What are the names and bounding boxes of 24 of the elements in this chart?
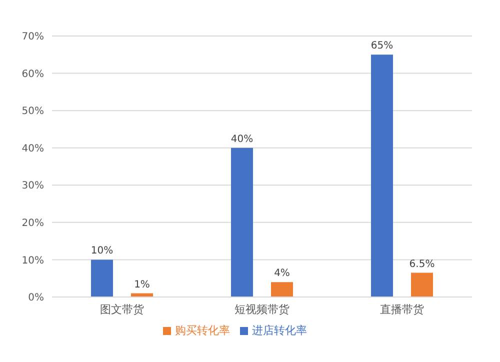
data-label: 40% <box>230 134 254 145</box>
y-tick-label: 70% <box>22 32 44 43</box>
bar <box>371 54 393 297</box>
y-tick-label: 20% <box>22 218 44 229</box>
y-tick-label: 50% <box>22 106 44 118</box>
y-tick-label: 30% <box>22 180 44 192</box>
data-label: 1% <box>134 279 150 290</box>
x-tick-label: 短视频带货 <box>234 302 290 316</box>
data-label: 65% <box>370 40 394 52</box>
y-tick-label: 40% <box>22 143 44 154</box>
bar <box>271 282 293 297</box>
legend-label: 进店转化率 <box>252 324 307 337</box>
x-tick-label: 直播带货 <box>380 302 424 316</box>
x-tick-label: 图文带货 <box>100 302 144 316</box>
legend-label: 购买转化率 <box>175 324 230 337</box>
data-label: 10% <box>90 246 114 257</box>
bar <box>411 272 433 297</box>
y-tick-label: 0% <box>28 292 44 304</box>
bar <box>91 260 113 297</box>
y-tick-label: 60% <box>22 68 44 80</box>
bar <box>231 148 253 297</box>
data-label: 6.5% <box>409 258 435 270</box>
y-tick-label: 10% <box>22 255 44 266</box>
data-label: 4% <box>274 268 290 280</box>
